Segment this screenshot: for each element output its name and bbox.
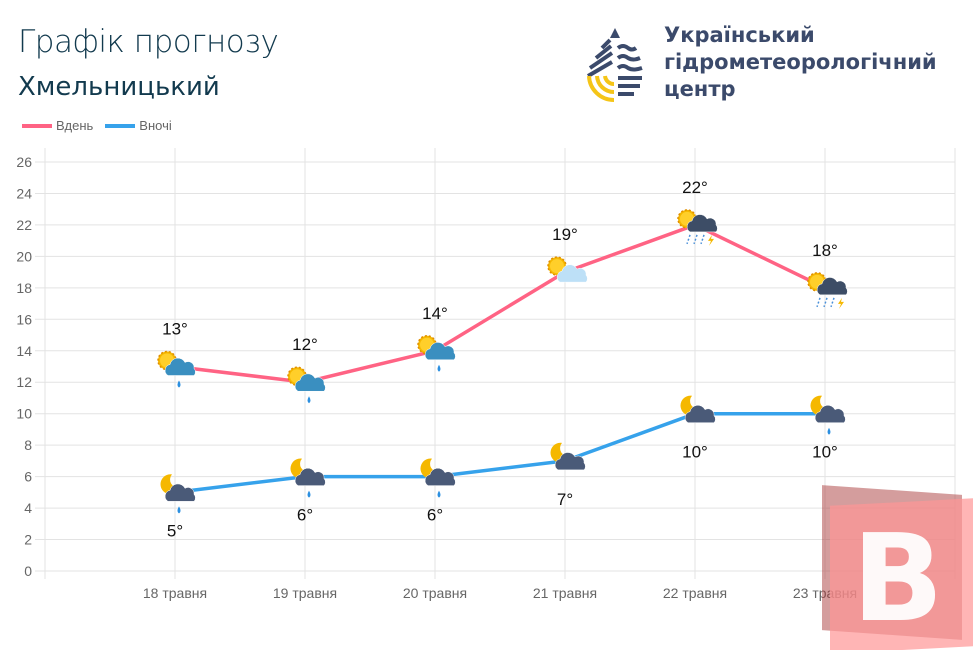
- data-label: 7°: [557, 490, 573, 509]
- data-label: 6°: [427, 506, 443, 525]
- data-label: 6°: [297, 506, 313, 525]
- chart-legend: Вдень Вночі: [22, 118, 184, 133]
- page-title: Графік прогнозу: [18, 24, 279, 60]
- moon-cloud-icon: [550, 442, 586, 471]
- legend-item-night[interactable]: Вночі: [105, 118, 172, 133]
- x-tick-label: 18 травня: [143, 585, 207, 601]
- raindrop: [307, 490, 311, 498]
- raindrop: [307, 396, 311, 404]
- sun-cloud-rain-icon: [287, 366, 326, 404]
- y-tick-label: 14: [16, 343, 32, 359]
- cloud-shape: [814, 405, 846, 423]
- rain-streak: [823, 297, 828, 308]
- cloud-shape: [686, 214, 718, 233]
- y-tick-label: 24: [16, 185, 32, 201]
- y-tick-label: 26: [16, 154, 32, 170]
- y-tick-label: 0: [24, 563, 32, 579]
- y-tick-label: 18: [16, 280, 32, 296]
- data-label: 10°: [682, 443, 708, 462]
- rain-streak: [830, 297, 835, 308]
- org-name: Український гідрометеорологічний центр: [664, 22, 937, 103]
- legend-item-day[interactable]: Вдень: [22, 118, 93, 133]
- x-tick-label: 20 травня: [403, 585, 467, 601]
- sun-cloud-rain-icon: [417, 335, 456, 372]
- data-label: 13°: [162, 320, 188, 339]
- moon-cloud-rain-icon: [290, 458, 326, 498]
- y-tick-label: 16: [16, 311, 32, 327]
- rain-streak: [693, 234, 698, 245]
- raindrop: [177, 506, 181, 514]
- cloud-shape: [424, 342, 456, 361]
- cloud-shape: [164, 483, 196, 502]
- cloud-shape: [816, 277, 848, 296]
- rain-streak: [686, 234, 691, 245]
- y-tick-label: 10: [16, 406, 32, 422]
- y-tick-label: 22: [16, 217, 32, 233]
- cloud-shape: [554, 452, 586, 471]
- data-label: 12°: [292, 335, 318, 354]
- legend-swatch-night: [105, 123, 136, 128]
- data-label: 10°: [812, 443, 838, 462]
- data-label: 22°: [682, 178, 708, 197]
- raindrop: [437, 490, 441, 498]
- cloud-shape: [684, 405, 716, 423]
- cloud-shape: [294, 373, 326, 392]
- sun-cloud-rain-icon: [157, 350, 196, 388]
- watermark-letter: B: [852, 510, 944, 649]
- org-line-2: гідрометеорологічний: [664, 50, 937, 74]
- sun-storm-icon: [677, 209, 718, 246]
- moon-cloud-rain-icon: [420, 458, 456, 498]
- moon-cloud-icon: [680, 395, 716, 423]
- city-name: Хмельницький: [18, 72, 220, 102]
- x-tick-label: 21 травня: [533, 585, 597, 601]
- y-tick-label: 8: [24, 437, 32, 453]
- y-tick-label: 20: [16, 248, 32, 264]
- moon-cloud-rain-icon: [810, 395, 846, 435]
- sun-cloud-icon: [547, 256, 588, 283]
- raindrop: [827, 427, 831, 435]
- y-tick-label: 12: [16, 374, 32, 390]
- lightning: [708, 234, 714, 246]
- org-line-1: Український: [664, 23, 815, 47]
- series-line-night: [174, 411, 825, 495]
- lightning: [838, 297, 844, 309]
- data-label: 18°: [812, 241, 838, 260]
- x-tick-label: 22 травня: [663, 585, 727, 601]
- cloud-shape: [556, 264, 588, 283]
- rain-streak: [816, 297, 821, 308]
- org-line-3: центр: [664, 77, 736, 101]
- legend-swatch-day: [22, 123, 52, 128]
- data-label: 19°: [552, 225, 578, 244]
- legend-label-day: Вдень: [56, 118, 94, 133]
- series-line-day: [174, 223, 826, 384]
- sun-core: [550, 259, 564, 274]
- ugmc-logo-icon: [586, 28, 643, 102]
- data-label: 14°: [422, 304, 448, 323]
- y-tick-label: 6: [24, 469, 32, 485]
- cloud-shape: [424, 467, 456, 486]
- y-tick-label: 4: [24, 500, 32, 516]
- raindrop: [437, 364, 441, 372]
- y-tick-label: 2: [24, 532, 32, 548]
- moon-cloud-rain-icon: [160, 474, 196, 514]
- rain-streak: [700, 234, 705, 245]
- watermark-logo: B: [822, 485, 973, 650]
- x-tick-label: 19 травня: [273, 585, 337, 601]
- data-label: 5°: [167, 521, 183, 540]
- cloud-shape: [294, 467, 326, 486]
- legend-label-night: Вночі: [139, 118, 172, 133]
- raindrop: [177, 380, 181, 388]
- cloud-shape: [164, 357, 196, 376]
- sun-storm-icon: [807, 272, 848, 309]
